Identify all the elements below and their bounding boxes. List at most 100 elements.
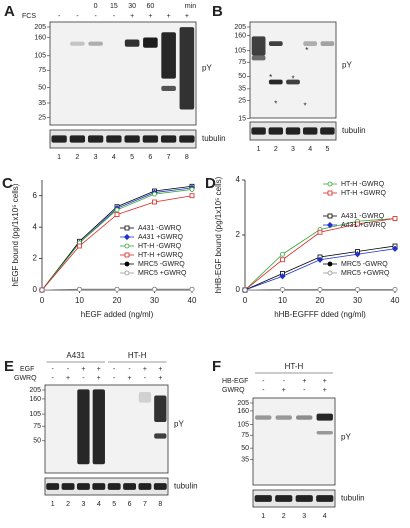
y-tick-label: 6 <box>33 191 38 200</box>
lane-number: 3 <box>81 501 85 508</box>
marker <box>114 212 120 217</box>
marker <box>114 207 120 213</box>
blot-label: pY <box>202 63 212 72</box>
group-label: HT-H <box>128 351 147 360</box>
sign: - <box>82 375 85 382</box>
band <box>316 413 333 421</box>
band <box>88 41 103 46</box>
panel-label: C <box>2 175 13 192</box>
blot <box>252 397 336 486</box>
loading-blot <box>44 477 169 496</box>
mw-label: 25 <box>238 97 246 104</box>
marker <box>317 229 323 235</box>
band <box>251 36 266 56</box>
sign: - <box>283 378 286 385</box>
lane-number: 7 <box>167 154 171 161</box>
marker <box>77 243 82 249</box>
tubulin-band <box>254 495 272 502</box>
legend-label: A431 +GWRQ <box>341 222 386 229</box>
marker <box>152 199 157 205</box>
band <box>303 41 318 46</box>
mw-label: 205 <box>29 387 41 394</box>
row-label: GWRQ <box>14 375 37 382</box>
lane-number: 1 <box>257 146 261 153</box>
lane-number: 2 <box>75 154 79 161</box>
asterisk: * <box>269 73 272 82</box>
mw-label: 205 <box>34 24 46 31</box>
legend-label: A431 +GWRQ <box>138 234 183 241</box>
lane-number: 8 <box>158 501 162 508</box>
mw-label: 50 <box>238 73 246 80</box>
lane-number: 8 <box>185 154 189 161</box>
tubulin-band <box>61 483 75 490</box>
legend-label: MRC5 -GWRQ <box>341 261 388 268</box>
marker <box>124 261 130 267</box>
tubulin-band <box>285 127 301 135</box>
loading-blot <box>252 489 336 508</box>
lane-number: 2 <box>282 513 286 520</box>
band <box>286 79 300 85</box>
sign: + <box>323 378 327 385</box>
mw-label: 105 <box>34 53 46 60</box>
x-tick-label: 10 <box>278 296 287 305</box>
mw-label: 15 <box>238 115 246 122</box>
marker <box>327 181 333 187</box>
sign: + <box>158 366 162 373</box>
tubulin-band <box>87 135 104 143</box>
marker <box>327 270 333 276</box>
marker <box>114 286 120 292</box>
band <box>268 79 283 85</box>
sign: + <box>143 366 147 373</box>
legend-label: HT-H -GWRQ <box>138 243 182 250</box>
fcs-sign: - <box>113 13 116 20</box>
mw-label: 25 <box>38 114 46 121</box>
tubulin-band <box>76 483 90 490</box>
mw-label: 160 <box>29 396 41 403</box>
mw-label: 75 <box>38 67 46 74</box>
mw-label: 75 <box>238 59 246 66</box>
x-tick-label: 20 <box>316 296 325 305</box>
marker <box>242 287 248 293</box>
tubulin-band <box>179 135 195 143</box>
blot-label: pY <box>342 60 352 69</box>
y-tick-label: 2 <box>236 230 241 239</box>
mw-label: 35 <box>38 100 46 107</box>
marker <box>123 233 131 241</box>
tubulin-band <box>153 483 167 490</box>
sign: + <box>81 366 85 373</box>
lane-number: 3 <box>302 513 306 520</box>
x-tick-label: 40 <box>188 296 197 305</box>
marker <box>279 273 286 280</box>
marker <box>316 256 324 263</box>
tubulin-band <box>106 135 122 143</box>
x-tick-label: 30 <box>150 296 159 305</box>
legend-label: A431 -GWRQ <box>341 213 385 220</box>
lane-number: 3 <box>291 146 295 153</box>
x-axis-label: hEGF added (ng/ml) <box>81 310 154 319</box>
marker <box>189 193 195 199</box>
mw-label: 160 <box>34 35 46 42</box>
y-tick-label: 4 <box>33 222 38 231</box>
band <box>316 431 333 435</box>
sign: + <box>302 378 306 385</box>
mw-label: 105 <box>29 411 41 418</box>
panel-label: F <box>212 358 221 375</box>
sign: + <box>66 375 70 382</box>
lane-number: 4 <box>323 513 327 520</box>
lane-number: 2 <box>274 146 278 153</box>
marker <box>391 245 399 252</box>
mw-label: 50 <box>241 445 249 452</box>
lane-number: 6 <box>128 501 132 508</box>
tubulin-band <box>320 127 335 135</box>
time-label: 0 <box>94 3 98 10</box>
sign: - <box>303 387 306 394</box>
group-label: A431 <box>66 351 85 360</box>
mw-label: 50 <box>38 85 46 92</box>
sign: + <box>97 375 101 382</box>
sign: - <box>144 375 147 382</box>
x-tick-label: 0 <box>243 296 248 305</box>
lane-number: 1 <box>261 513 265 520</box>
marker <box>392 216 398 221</box>
mw-label: 105 <box>237 421 249 428</box>
